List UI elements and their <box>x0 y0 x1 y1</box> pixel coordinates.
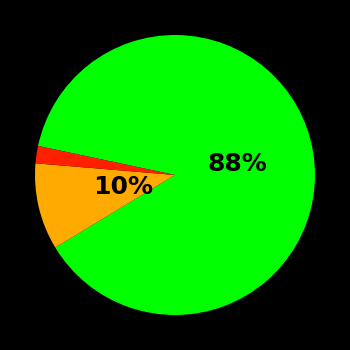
Text: 88%: 88% <box>207 153 267 176</box>
Wedge shape <box>35 146 175 175</box>
Text: 10%: 10% <box>93 175 153 199</box>
Wedge shape <box>35 163 175 247</box>
Wedge shape <box>38 35 315 315</box>
